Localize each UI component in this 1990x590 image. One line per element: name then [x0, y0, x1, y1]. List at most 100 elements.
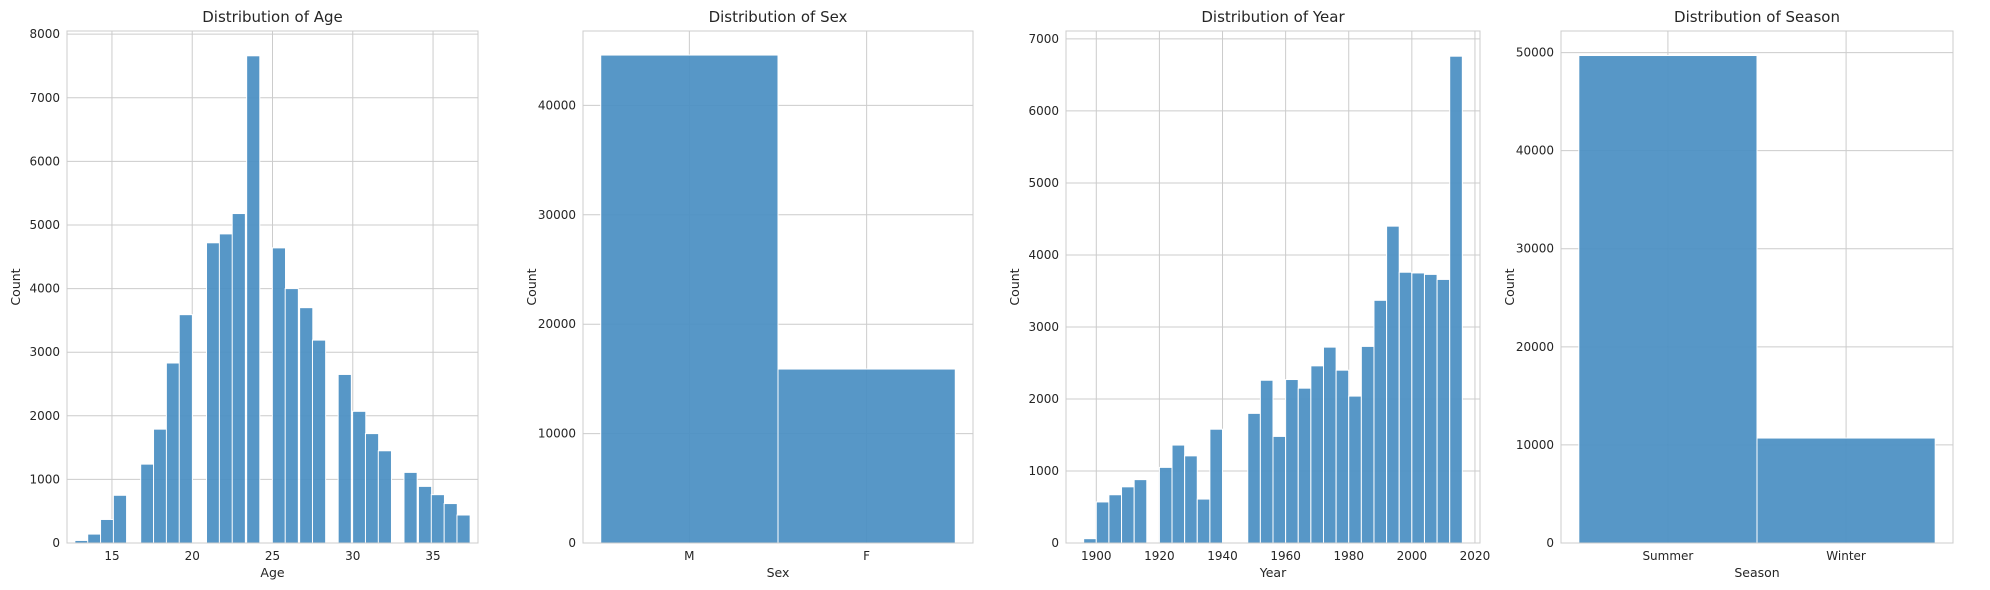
- y-tick-label: 6000: [1028, 104, 1059, 118]
- chart-sex: 0 10000 20000 30000 40000 M F Sex Count Distribut…: [524, 8, 974, 580]
- histogram-bar: [443, 503, 458, 544]
- histogram-bar: [456, 514, 471, 544]
- plot-frame: [1065, 30, 1481, 544]
- histogram-bar: [271, 247, 287, 544]
- x-tick-label: M: [684, 549, 694, 563]
- x-tick-label: 2020: [1460, 549, 1491, 563]
- histogram-bar: [1322, 346, 1337, 544]
- histogram-bar: [1095, 501, 1110, 544]
- y-tick-label: 3000: [1028, 320, 1059, 334]
- y-tick-label: 5000: [1028, 176, 1059, 190]
- histogram-bar: [364, 433, 380, 544]
- histogram-bar: [1158, 466, 1173, 544]
- x-tick-label: F: [863, 549, 870, 563]
- x-axis-label: Year: [1259, 565, 1287, 580]
- histogram-bar: [1398, 271, 1413, 544]
- bar-winter: [1756, 437, 1936, 544]
- x-axis-label: Season: [1734, 565, 1779, 580]
- x-tick-label: 1980: [1333, 549, 1364, 563]
- x-tick-label: 1920: [1144, 549, 1175, 563]
- x-tick-label: 20: [185, 549, 200, 563]
- y-tick-label: 1000: [29, 472, 60, 486]
- chart-title: Distribution of Age: [202, 8, 343, 26]
- y-tick-label: 0: [52, 536, 60, 550]
- histogram-bar: [1121, 486, 1135, 544]
- x-tick-label: Summer: [1642, 549, 1693, 563]
- chart-title: Distribution of Year: [1201, 8, 1345, 26]
- histogram-bar: [284, 288, 299, 544]
- chart-season: 0 10000 20000 30000 40000 50000 Summer Winter Se…: [1502, 8, 1954, 580]
- histogram-bar: [1247, 412, 1261, 544]
- histogram-bar: [1133, 479, 1148, 544]
- y-tick-label: 7000: [1028, 32, 1059, 46]
- histogram-bar: [1272, 435, 1287, 544]
- y-tick-label: 50000: [1516, 46, 1554, 60]
- histogram-bar: [1297, 387, 1312, 544]
- histogram-bar: [1083, 538, 1097, 544]
- y-tick-label: 4000: [1028, 248, 1059, 262]
- histogram-bar: [140, 463, 155, 544]
- histogram-bar: [1360, 345, 1375, 544]
- y-tick-label: 0: [568, 536, 576, 550]
- histogram-bar: [311, 339, 327, 544]
- plot-frame: [66, 30, 479, 544]
- y-tick-label: 2000: [29, 409, 60, 423]
- histogram-bar: [231, 213, 246, 544]
- histogram-bar: [430, 494, 445, 544]
- y-tick-label: 3000: [29, 345, 60, 359]
- plot-frame: [1560, 30, 1954, 544]
- y-tick-label: 20000: [538, 317, 576, 331]
- y-tick-label: 4000: [29, 282, 60, 296]
- y-tick-label: 40000: [538, 98, 576, 112]
- x-tick-label: 2000: [1397, 549, 1428, 563]
- histogram-bar: [1449, 55, 1463, 544]
- histogram-bar: [1196, 498, 1211, 544]
- x-tick-label: 1960: [1270, 549, 1301, 563]
- y-tick-label: 40000: [1516, 144, 1554, 158]
- chart-title: Distribution of Sex: [709, 8, 848, 26]
- y-axis-label: Count: [1007, 268, 1022, 305]
- plot-frame: [582, 30, 974, 544]
- histogram-bar: [178, 314, 193, 544]
- histogram-bar: [206, 242, 221, 544]
- histogram-bar: [1335, 369, 1350, 544]
- x-tick-label: 25: [265, 549, 280, 563]
- bar-f: [777, 368, 956, 544]
- histogram-bar: [1348, 395, 1362, 544]
- histogram-bar: [1171, 444, 1186, 544]
- histogram-bar: [337, 373, 352, 544]
- histogram-bar: [165, 362, 181, 544]
- y-tick-label: 30000: [538, 208, 576, 222]
- bar-summer: [1578, 55, 1758, 544]
- y-tick-label: 6000: [29, 154, 60, 168]
- chart-year: 0 1000 2000 3000 4000 5000 6000 7000 1900 1920 194…: [1007, 8, 1490, 580]
- histogram-bar: [1386, 225, 1400, 544]
- chart-age: 0 1000 2000 3000 4000 5000 6000 7000 8000 15 20 25 3…: [8, 8, 479, 580]
- y-tick-label: 0: [1051, 536, 1059, 550]
- y-tick-label: 7000: [29, 91, 60, 105]
- histogram-bar: [87, 533, 102, 544]
- x-tick-label: 1940: [1207, 549, 1238, 563]
- histogram-bar: [417, 485, 433, 544]
- y-tick-label: 20000: [1516, 340, 1554, 354]
- histogram-bar: [1436, 278, 1451, 544]
- y-tick-label: 10000: [1516, 438, 1554, 452]
- histogram-bar: [218, 233, 234, 544]
- y-tick-label: 5000: [29, 218, 60, 232]
- y-axis-label: Count: [524, 268, 539, 305]
- histogram-bar: [1373, 299, 1388, 544]
- x-tick-label: 35: [425, 549, 440, 563]
- histogram-bar: [1259, 379, 1274, 544]
- histogram-bar: [352, 410, 367, 544]
- histogram-bar: [299, 307, 314, 544]
- x-axis-label: Sex: [767, 565, 790, 580]
- y-tick-label: 30000: [1516, 242, 1554, 256]
- y-axis-label: Count: [1502, 268, 1517, 305]
- y-tick-label: 8000: [29, 27, 60, 41]
- histogram-bar: [1411, 272, 1425, 544]
- bar-m: [600, 54, 779, 544]
- histogram-bar: [1108, 494, 1123, 544]
- histogram-bar: [1184, 455, 1198, 544]
- y-tick-label: 10000: [538, 427, 576, 441]
- histogram-bar: [1285, 379, 1299, 544]
